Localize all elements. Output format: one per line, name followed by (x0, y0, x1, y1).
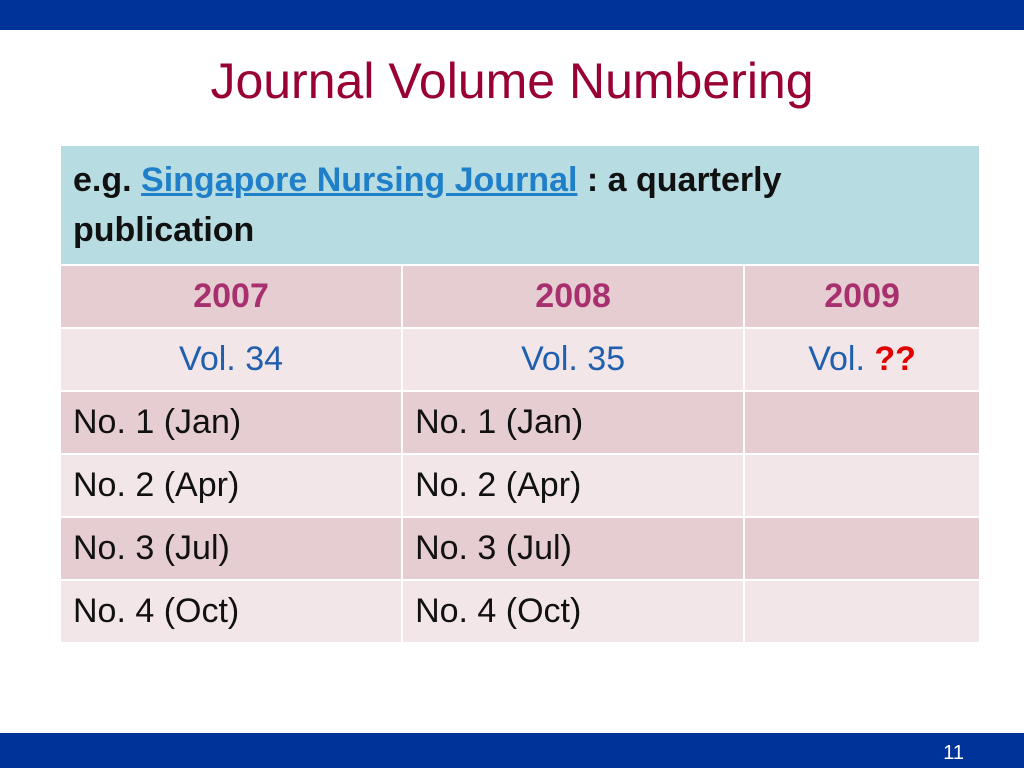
issue-cell: No. 1 (Jan) (60, 391, 403, 454)
bottom-band (0, 733, 1024, 768)
issue-cell: No. 3 (Jul) (402, 517, 745, 580)
intro-prefix: e.g. (73, 161, 132, 199)
volume-text: Vol. (808, 340, 865, 378)
issue-row: No. 2 (Apr) No. 2 (Apr) (60, 454, 980, 517)
empty-cell (744, 580, 980, 643)
unknown-mark: ?? (874, 340, 916, 378)
volume-row: Vol. 34 Vol. 35 Vol. ?? (60, 328, 980, 391)
issue-cell: No. 2 (Apr) (60, 454, 403, 517)
top-band (0, 0, 1024, 30)
page-number: 11 (943, 742, 964, 764)
issue-cell: No. 4 (Oct) (60, 580, 403, 643)
issue-row: No. 3 (Jul) No. 3 (Jul) (60, 517, 980, 580)
intro-suffix: : a quarterly publication (73, 161, 782, 249)
slide-title: Journal Volume Numbering (210, 53, 814, 109)
issue-row: No. 4 (Oct) No. 4 (Oct) (60, 580, 980, 643)
volume-table: e.g. Singapore Nursing Journal : a quart… (60, 145, 980, 643)
issue-row: No. 1 (Jan) No. 1 (Jan) (60, 391, 980, 454)
year-cell: 2009 (744, 265, 980, 328)
journal-link[interactable]: Singapore Nursing Journal (141, 161, 578, 199)
intro-cell: e.g. Singapore Nursing Journal : a quart… (60, 145, 980, 265)
empty-cell (744, 517, 980, 580)
issue-cell: No. 4 (Oct) (402, 580, 745, 643)
year-cell: 2007 (60, 265, 403, 328)
issue-cell: No. 3 (Jul) (60, 517, 403, 580)
volume-cell: Vol. ?? (744, 328, 980, 391)
issue-cell: No. 2 (Apr) (402, 454, 745, 517)
year-row: 2007 2008 2009 (60, 265, 980, 328)
empty-cell (744, 454, 980, 517)
empty-cell (744, 391, 980, 454)
year-cell: 2008 (402, 265, 745, 328)
volume-cell: Vol. 35 (402, 328, 745, 391)
volume-cell: Vol. 34 (60, 328, 403, 391)
issue-cell: No. 1 (Jan) (402, 391, 745, 454)
